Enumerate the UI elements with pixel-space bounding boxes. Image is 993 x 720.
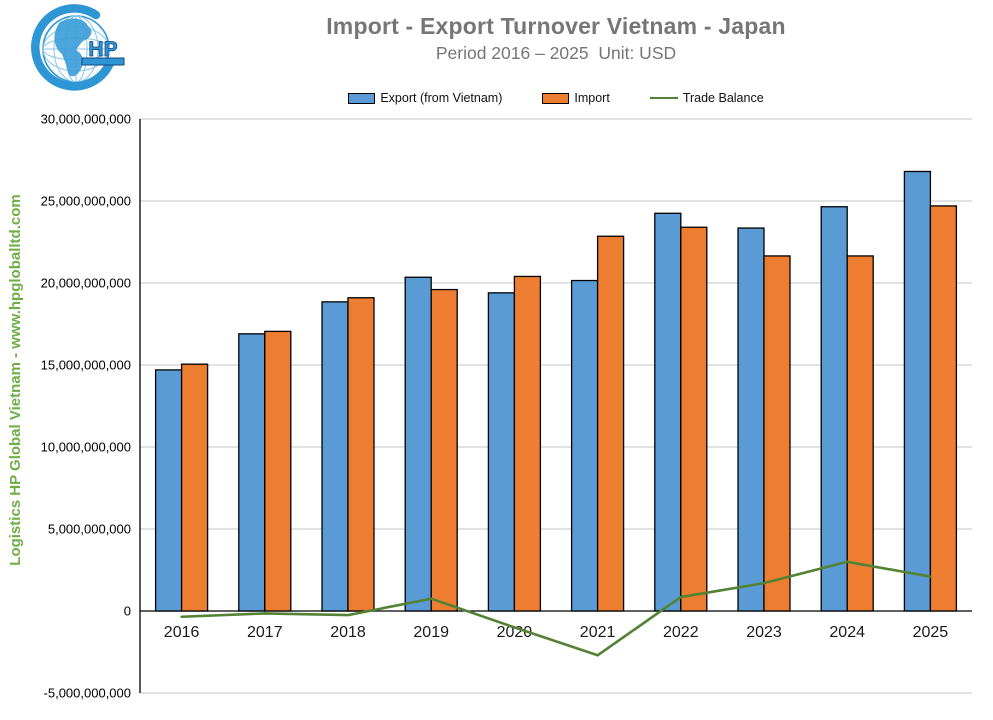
export-swatch-icon bbox=[348, 92, 376, 104]
y-axis-label-30000000000: 30,000,000,000 bbox=[41, 112, 131, 127]
legend-label-trade-balance: Trade Balance bbox=[682, 91, 764, 105]
logo-hp-text: HP bbox=[88, 38, 117, 61]
bar-export-2021 bbox=[570, 279, 599, 612]
bar-import-2017 bbox=[264, 330, 292, 612]
trade-balance-line-icon bbox=[649, 97, 678, 99]
x-axis-label-2019: 2019 bbox=[413, 624, 449, 641]
x-axis-label-2017: 2017 bbox=[247, 624, 283, 641]
import-swatch-icon bbox=[542, 92, 570, 104]
legend-label-import: Import bbox=[574, 91, 610, 105]
chart-subtitle: Period 2016 – 2025 Unit: USD bbox=[435, 43, 677, 63]
y-axis-label-20000000000: 20,000,000,000 bbox=[41, 276, 131, 291]
bar-import-2018 bbox=[347, 297, 375, 612]
y-axis-label-5000000000: 5,000,000,000 bbox=[48, 522, 131, 537]
bar-import-2024 bbox=[846, 255, 874, 612]
legend-item-trade-balance: Trade Balance bbox=[649, 91, 764, 105]
x-axis-label-2018: 2018 bbox=[330, 624, 366, 641]
bar-import-2021 bbox=[596, 235, 625, 612]
bar-export-2025 bbox=[903, 170, 932, 612]
bar-export-2022 bbox=[654, 212, 682, 612]
company-logo: HP bbox=[20, 4, 132, 92]
bar-export-2020 bbox=[487, 292, 516, 612]
x-axis-label-2016: 2016 bbox=[164, 624, 200, 641]
x-axis-label-2024: 2024 bbox=[829, 624, 865, 641]
bar-import-2022 bbox=[680, 226, 708, 612]
legend-item-import: Import bbox=[542, 91, 610, 105]
bar-export-2019 bbox=[404, 276, 432, 612]
bar-export-2023 bbox=[737, 227, 765, 612]
x-axis-label-2023: 2023 bbox=[746, 624, 782, 641]
y-axis-label--5000000000: -5,000,000,000 bbox=[44, 686, 131, 701]
legend-item-export: Export (from Vietnam) bbox=[348, 91, 502, 105]
x-axis-label-2020: 2020 bbox=[497, 624, 533, 641]
chart-title: Import - Export Turnover Vietnam - Japan bbox=[326, 13, 786, 39]
bar-export-2018 bbox=[321, 301, 349, 612]
chart-header: Import - Export Turnover Vietnam - Japan… bbox=[140, 13, 972, 64]
x-axis-label-2021: 2021 bbox=[580, 624, 616, 641]
bar-import-2019 bbox=[430, 288, 458, 612]
x-axis-label-2025: 2025 bbox=[913, 624, 949, 641]
bar-export-2024 bbox=[820, 206, 848, 612]
trade-balance-line bbox=[180, 560, 932, 657]
bar-import-2023 bbox=[763, 255, 791, 612]
x-axis-label-2022: 2022 bbox=[663, 624, 699, 641]
bar-import-2016 bbox=[180, 363, 209, 612]
bar-export-2016 bbox=[154, 369, 183, 612]
bar-export-2017 bbox=[238, 333, 266, 612]
bar-import-2020 bbox=[513, 275, 542, 612]
globe-hp-logo-icon: HP bbox=[31, 4, 125, 91]
y-axis-label-25000000000: 25,000,000,000 bbox=[41, 194, 131, 209]
bar-import-2025 bbox=[929, 205, 958, 612]
y-axis-label-0: 0 bbox=[124, 604, 131, 619]
y-axis-label-15000000000: 15,000,000,000 bbox=[41, 358, 131, 373]
legend-label-export: Export (from Vietnam) bbox=[380, 91, 503, 105]
chart-legend: Export (from Vietnam) Import Trade Balan… bbox=[140, 91, 972, 105]
y-axis-label-10000000000: 10,000,000,000 bbox=[41, 440, 131, 455]
